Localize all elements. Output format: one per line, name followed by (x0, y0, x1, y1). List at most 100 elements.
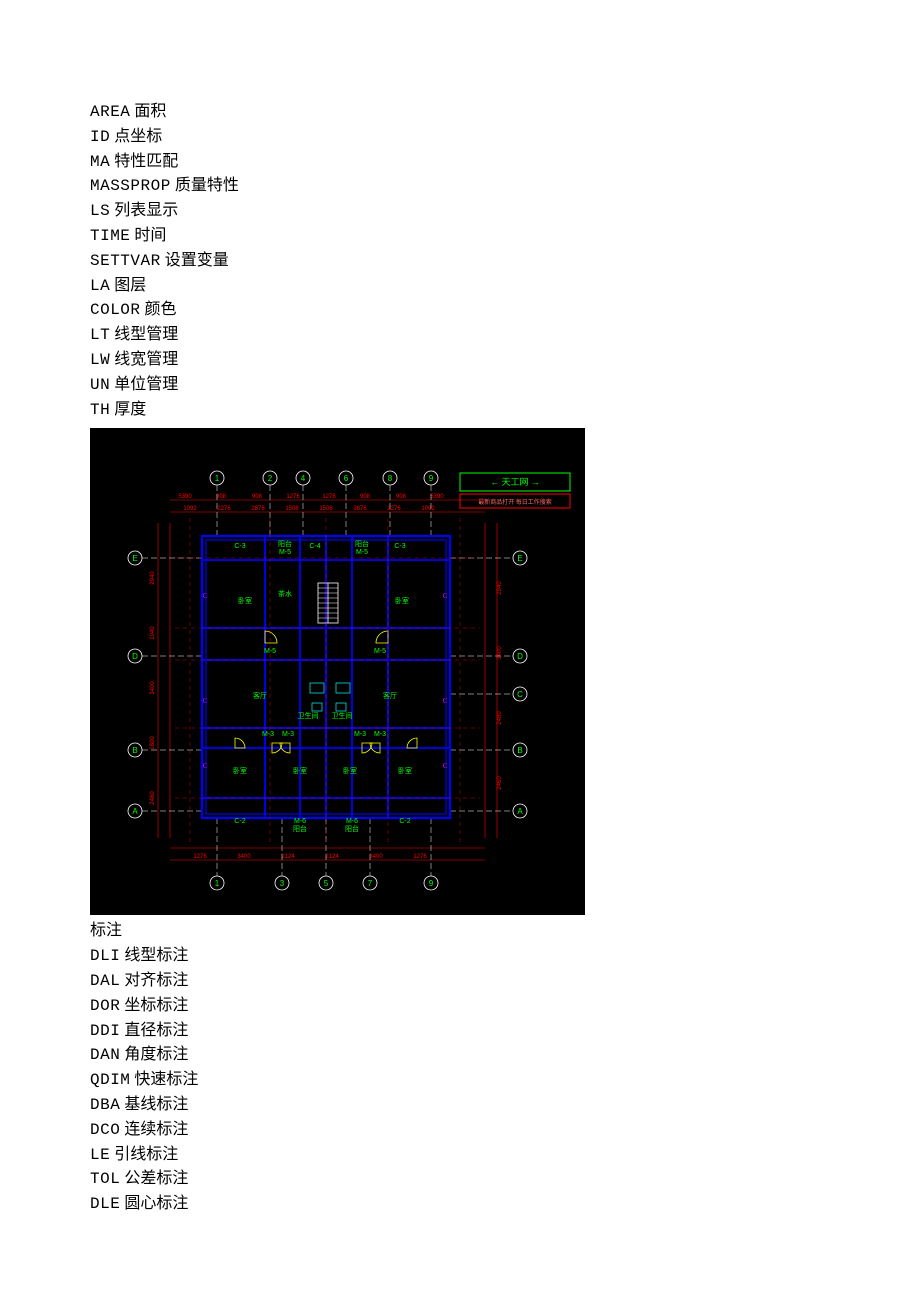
svg-text:908: 908 (360, 494, 371, 500)
command-desc: 图层 (110, 277, 146, 294)
command-desc: 单位管理 (110, 376, 178, 393)
cad-svg: 5390908908127612769089085390109222762876… (90, 428, 585, 915)
command-code: LS (90, 202, 110, 220)
svg-text:M-3: M-3 (282, 731, 294, 738)
svg-text:1: 1 (215, 879, 220, 888)
svg-text:茶水: 茶水 (278, 589, 292, 598)
svg-text:D: D (517, 652, 523, 661)
svg-text:阳台: 阳台 (345, 824, 359, 833)
command-code: MA (90, 153, 110, 171)
svg-text:C-2: C-2 (234, 818, 245, 825)
command-row: LT 线型管理 (90, 323, 830, 348)
svg-text:C: C (203, 592, 208, 600)
svg-text:2460: 2460 (497, 776, 503, 790)
command-desc: 连续标注 (120, 1121, 188, 1138)
command-desc: 对齐标注 (120, 972, 188, 989)
command-desc: 线型标注 (120, 947, 188, 964)
svg-text:2940: 2940 (497, 581, 503, 595)
svg-text:8: 8 (388, 474, 393, 483)
command-desc: 厚度 (110, 401, 146, 418)
svg-text:1508: 1508 (319, 506, 333, 512)
command-row: MASSPROP 质量特性 (90, 174, 830, 199)
svg-text:3400: 3400 (237, 854, 251, 860)
command-desc: 设置变量 (161, 252, 229, 269)
command-desc: 角度标注 (120, 1046, 188, 1063)
svg-text:3400: 3400 (150, 681, 156, 695)
command-row: LA 图层 (90, 274, 830, 299)
svg-text:阳台: 阳台 (278, 539, 292, 548)
svg-text:阳台: 阳台 (293, 824, 307, 833)
svg-text:2276: 2276 (217, 506, 231, 512)
command-row: DDI 直径标注 (90, 1019, 830, 1044)
command-desc: 线宽管理 (110, 351, 178, 368)
command-row: SETTVAR 设置变量 (90, 249, 830, 274)
command-code: LW (90, 351, 110, 369)
command-code: DDI (90, 1022, 120, 1040)
command-list-top: AREA 面积ID 点坐标MA 特性匹配MASSPROP 质量特性LS 列表显示… (90, 100, 830, 422)
command-desc: 点坐标 (110, 128, 162, 145)
command-code: DAN (90, 1046, 120, 1064)
command-row: LW 线宽管理 (90, 348, 830, 373)
command-row: UN 单位管理 (90, 373, 830, 398)
command-list-bottom: DLI 线型标注DAL 对齐标注DOR 坐标标注DDI 直径标注DAN 角度标注… (90, 944, 830, 1217)
svg-text:M-6: M-6 (346, 818, 358, 825)
svg-text:B: B (517, 746, 522, 755)
svg-text:C-3: C-3 (394, 543, 405, 550)
svg-text:1276: 1276 (286, 494, 300, 500)
svg-text:E: E (517, 554, 522, 563)
command-desc: 颜色 (141, 301, 177, 318)
command-row: COLOR 颜色 (90, 298, 830, 323)
svg-text:2940: 2940 (150, 571, 156, 585)
svg-text:9: 9 (429, 879, 434, 888)
svg-text:E: E (132, 554, 137, 563)
command-code: TH (90, 401, 110, 419)
command-row: ID 点坐标 (90, 125, 830, 150)
command-desc: 圆心标注 (120, 1195, 188, 1212)
command-code: DBA (90, 1096, 120, 1114)
svg-text:M-3: M-3 (354, 731, 366, 738)
section-heading: 标注 (90, 919, 830, 944)
svg-text:7: 7 (368, 879, 373, 888)
svg-text:阳台: 阳台 (355, 539, 369, 548)
svg-text:卧室: 卧室 (395, 596, 409, 605)
svg-text:← 天工网 →: ← 天工网 → (490, 477, 540, 487)
svg-text:卧室: 卧室 (233, 766, 247, 775)
svg-text:1800: 1800 (150, 736, 156, 750)
command-desc: 列表显示 (110, 202, 178, 219)
command-code: UN (90, 376, 110, 394)
svg-text:1092: 1092 (183, 506, 197, 512)
command-row: DOR 坐标标注 (90, 994, 830, 1019)
command-row: DAL 对齐标注 (90, 969, 830, 994)
svg-text:客厅: 客厅 (253, 691, 267, 700)
command-code: DLE (90, 1195, 120, 1213)
svg-text:M-3: M-3 (262, 731, 274, 738)
svg-text:6: 6 (344, 474, 349, 483)
command-desc: 线型管理 (110, 326, 178, 343)
svg-text:卧室: 卧室 (398, 766, 412, 775)
svg-text:卧室: 卧室 (343, 766, 357, 775)
svg-text:1: 1 (215, 474, 220, 483)
command-code: TOL (90, 1170, 120, 1188)
svg-text:2480: 2480 (497, 711, 503, 725)
svg-text:卫生间: 卫生间 (298, 711, 319, 720)
command-row: TOL 公差标注 (90, 1167, 830, 1192)
svg-text:C-4: C-4 (309, 543, 320, 550)
svg-text:C: C (443, 592, 448, 600)
svg-text:M-5: M-5 (279, 549, 291, 556)
command-desc: 引线标注 (110, 1146, 178, 1163)
svg-text:卧室: 卧室 (238, 596, 252, 605)
svg-text:C-2: C-2 (399, 818, 410, 825)
svg-text:1092: 1092 (421, 506, 435, 512)
svg-text:908: 908 (216, 494, 227, 500)
svg-text:C: C (517, 690, 523, 699)
svg-text:M-6: M-6 (294, 818, 306, 825)
command-code: ID (90, 128, 110, 146)
svg-text:1508: 1508 (285, 506, 299, 512)
svg-text:M-5: M-5 (374, 648, 386, 655)
command-code: TIME (90, 227, 130, 245)
svg-text:1040: 1040 (150, 626, 156, 640)
svg-text:最新商品打开 每日工作搜索: 最新商品打开 每日工作搜索 (478, 498, 552, 506)
command-desc: 直径标注 (120, 1022, 188, 1039)
command-row: DCO 连续标注 (90, 1118, 830, 1143)
command-row: DLE 圆心标注 (90, 1192, 830, 1217)
